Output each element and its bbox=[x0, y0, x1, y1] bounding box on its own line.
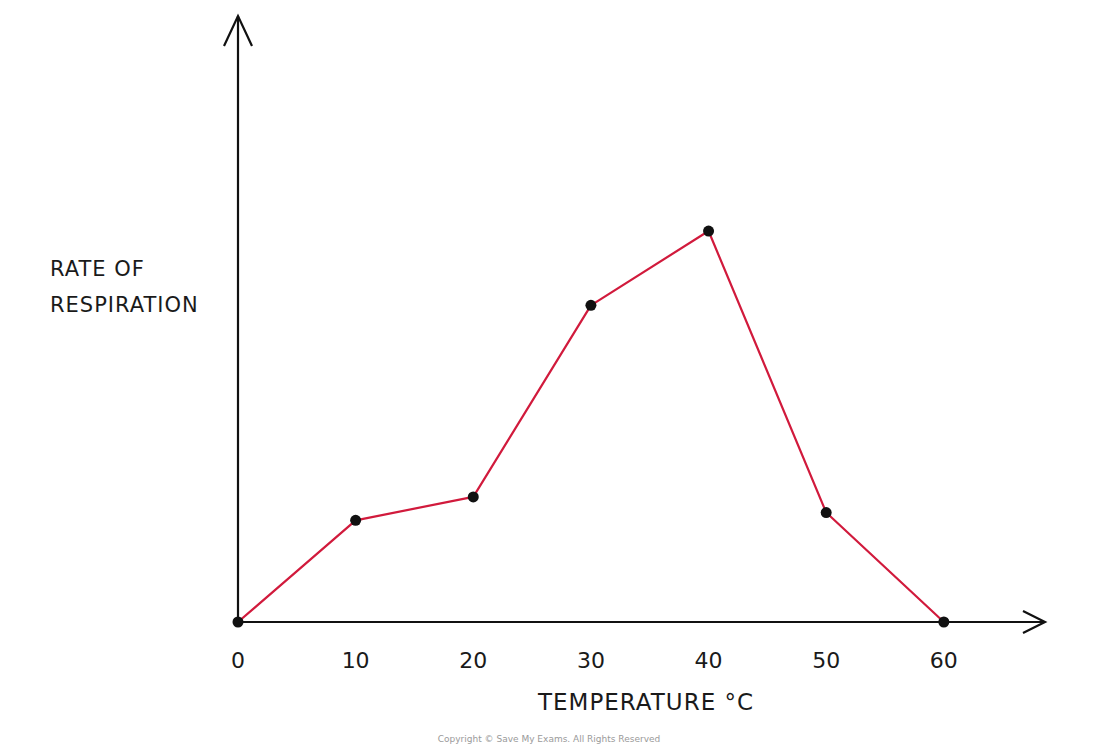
x-tick-label: 10 bbox=[342, 648, 370, 673]
point bbox=[585, 300, 596, 311]
y-axis-arrow bbox=[224, 16, 252, 46]
x-axis bbox=[238, 621, 1045, 623]
x-axis-arrow bbox=[1023, 611, 1045, 633]
y-axis-label-line: RESPIRATION bbox=[50, 293, 199, 317]
y-axis-label-line: RATE OF bbox=[50, 257, 145, 281]
point bbox=[821, 507, 832, 518]
plot-area bbox=[233, 226, 950, 628]
x-tick-label: 50 bbox=[812, 648, 840, 673]
y-axis bbox=[237, 16, 239, 622]
point bbox=[350, 515, 361, 526]
line bbox=[238, 231, 944, 622]
point bbox=[703, 226, 714, 237]
x-tick-label: 60 bbox=[930, 648, 958, 673]
x-tick-label: 40 bbox=[695, 648, 723, 673]
point bbox=[938, 617, 949, 628]
axes bbox=[224, 16, 1045, 633]
copyright: Copyright © Save My Exams. All Rights Re… bbox=[438, 734, 660, 744]
y-axis-label: RATE OF RESPIRATION bbox=[50, 257, 199, 317]
x-axis-label: TEMPERATURE °C bbox=[537, 689, 754, 715]
x-tick-label: 30 bbox=[577, 648, 605, 673]
point bbox=[468, 491, 479, 502]
point bbox=[233, 617, 244, 628]
chart: 0 10 20 30 40 50 60 TEMPERATURE °C RATE OF RESPIR… bbox=[0, 0, 1100, 751]
x-tick-label: 0 bbox=[231, 648, 245, 673]
x-tick-label: 20 bbox=[459, 648, 487, 673]
